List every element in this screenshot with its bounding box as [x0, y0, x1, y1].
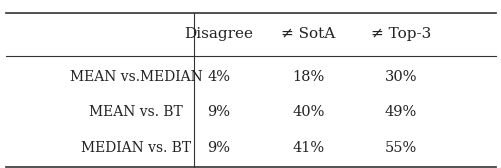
Text: 30%: 30%: [384, 70, 416, 83]
Text: 41%: 41%: [292, 141, 324, 155]
Text: MEAN vs.MEDIAN: MEAN vs.MEDIAN: [70, 70, 202, 83]
Text: 4%: 4%: [206, 70, 229, 83]
Text: 55%: 55%: [384, 141, 416, 155]
Text: ≠ SotA: ≠ SotA: [281, 27, 335, 41]
Text: 9%: 9%: [206, 141, 229, 155]
Text: Disagree: Disagree: [184, 27, 253, 41]
Text: MEDIAN vs. BT: MEDIAN vs. BT: [81, 141, 191, 155]
Text: 40%: 40%: [292, 105, 324, 119]
Text: 18%: 18%: [292, 70, 324, 83]
Text: 49%: 49%: [384, 105, 416, 119]
Text: MEAN vs. BT: MEAN vs. BT: [89, 105, 183, 119]
Text: 9%: 9%: [206, 105, 229, 119]
Text: ≠ Top-3: ≠ Top-3: [370, 27, 430, 41]
